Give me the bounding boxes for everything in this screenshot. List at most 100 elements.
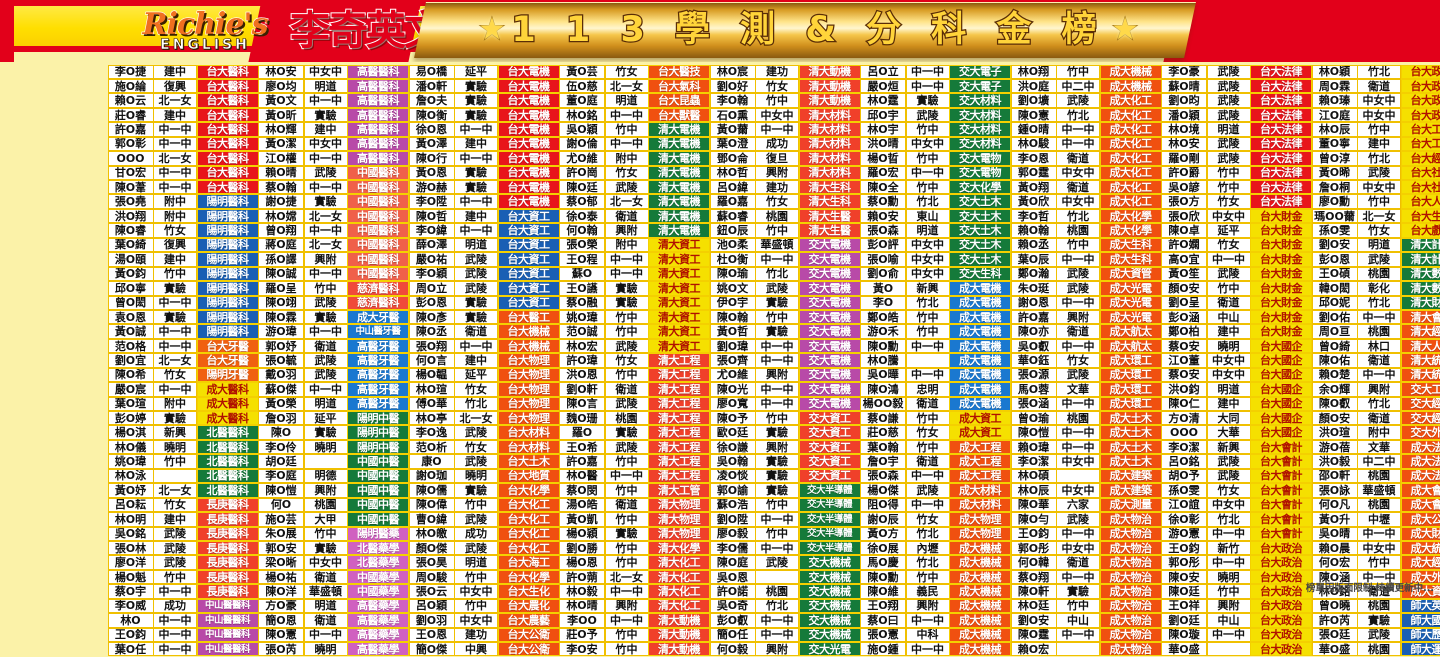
table-row: 劉O呈衛道台大財金 (1162, 296, 1313, 310)
student-school: 竹北 (755, 267, 799, 281)
student-school: 北一女 (153, 483, 197, 497)
student-school: 竹中 (1056, 599, 1100, 613)
admitted-department-badge: 台大化工 (498, 498, 560, 512)
table-row: 簡O傑中興台大公衛 (409, 643, 560, 657)
table-row: 許O芮實驗師大國文 (1312, 614, 1440, 628)
table-row: 陳O勻武陵成大物治 (1011, 513, 1162, 527)
student-school: 中一中 (1056, 122, 1100, 136)
admitted-department-badge: 交大資工 (799, 469, 861, 483)
admitted-department-badge: 交大電機 (799, 252, 861, 266)
student-school: 竹中 (906, 411, 950, 425)
student-school: 竹女 (1207, 483, 1251, 497)
student-school: 竹女 (454, 382, 498, 396)
admitted-department-badge: 交大光電 (799, 642, 861, 656)
student-name: 賴O晨 (1312, 541, 1358, 555)
student-school: 竹女 (755, 194, 799, 208)
table-row: 張O林武陵長庚醫科 (108, 541, 259, 555)
student-school: 中一中 (755, 613, 799, 627)
table-row: 郭O諭實驗交大半導體 (710, 484, 861, 498)
student-name: 張O喻 (860, 252, 906, 266)
table-row: 許O瑋竹女清大工程 (560, 354, 711, 368)
student-name: 彭O恩 (409, 296, 455, 310)
student-school: 復興 (153, 79, 197, 93)
student-name: 吳O曄 (860, 368, 906, 382)
student-school: 竹女 (1207, 194, 1251, 208)
admitted-department-badge: 台大法律 (1250, 180, 1312, 194)
honor-roll-block-9: 林O穎竹北台大政治周O霖衛道台大政治賴O瑧中女中台大政治江O庭中女中台大政治林O… (1312, 65, 1440, 657)
table-row: 陳O叡竹北交大經濟 (1312, 397, 1440, 411)
table-row: 徐O展內壢成大機械 (861, 541, 1012, 555)
table-row: 陳O瑜竹北交大電機 (710, 267, 861, 281)
admitted-department-badge: 中國醫科 (347, 209, 409, 223)
student-school: 建中 (304, 122, 348, 136)
table-row: 陳O維義民成大機械 (861, 585, 1012, 599)
admitted-department-badge: 成大物治 (1100, 570, 1162, 584)
student-school: 中一中 (454, 122, 498, 136)
table-row: 王O碩桃園清大數學 (1312, 267, 1440, 281)
admitted-department-badge: 清大化工 (648, 599, 710, 613)
student-school: 竹北 (906, 296, 950, 310)
student-school: 大同 (1207, 411, 1251, 425)
student-name: 簡O任 (710, 628, 756, 642)
admitted-department-badge: 交大電機 (799, 267, 861, 281)
student-name: 劉O安 (1011, 613, 1057, 627)
admitted-department-badge: 成大電機 (949, 310, 1011, 324)
admitted-department-badge: 清大生醫 (799, 209, 861, 223)
admitted-department-badge: 清大動機 (799, 65, 861, 79)
student-school: 中一中 (153, 613, 197, 627)
table-row: 陳O霖實驗成大牙醫 (259, 310, 410, 324)
admitted-department-badge: 交大機械 (799, 584, 861, 598)
admitted-department-badge: 成大環工 (1100, 382, 1162, 396)
student-school: 中一中 (906, 469, 950, 483)
admitted-department-badge: 成大土木 (1100, 440, 1162, 454)
student-name: 賴O瑧 (1312, 93, 1358, 107)
admitted-department-badge: 清大經濟 (1401, 324, 1440, 338)
table-row: 許O爵竹中台大法律 (1162, 166, 1313, 180)
student-name: 陳O翰 (710, 310, 756, 324)
table-row: 李O潔中女中成大土木 (1011, 455, 1162, 469)
student-school: 中一中 (153, 122, 197, 136)
student-school: 明道 (454, 238, 498, 252)
admitted-department-badge: 成大光電 (1100, 281, 1162, 295)
admitted-department-badge: 陽明牙醫 (197, 368, 259, 382)
student-name: 葉O瑄 (108, 397, 154, 411)
table-row: 劉O佑中一中清大會計 (1312, 310, 1440, 324)
table-row: 梁O晰中女中北醫藥學 (259, 556, 410, 570)
student-school: 竹女 (605, 166, 649, 180)
student-name: 顏O傑 (409, 541, 455, 555)
admitted-department-badge: 成大化工 (1100, 194, 1162, 208)
table-row: 石O熏中女中清大材料 (710, 108, 861, 122)
table-row: 馬O蓉文華成大環工 (1011, 383, 1162, 397)
admitted-department-badge: 清大動機 (648, 628, 710, 642)
admitted-department-badge: 中國藥學 (347, 584, 409, 598)
student-name: 劉O佑 (1312, 310, 1358, 324)
student-name: 陳O仁 (1161, 397, 1207, 411)
table-row: 余O輝興附交大工管 (1312, 383, 1440, 397)
student-name: 何O毅 (710, 642, 756, 656)
admitted-department-badge: 清大工程 (648, 353, 710, 367)
student-school: 興附 (755, 440, 799, 454)
table-row: 王O讌實驗清大資工 (560, 282, 711, 296)
student-school: 中一中 (304, 180, 348, 194)
admitted-department-badge: 台大財金 (1250, 238, 1312, 252)
student-name: 湯O頤 (108, 252, 154, 266)
table-row: 賴O瑋中一中成大土木 (1011, 440, 1162, 454)
student-name: 陳O廷 (1161, 584, 1207, 598)
table-row: 葉O瑄附中成大醫科 (108, 397, 259, 411)
admitted-department-badge: 台大政治 (1401, 93, 1440, 107)
table-row: 曾O曉桃園師大英語 (1312, 599, 1440, 613)
student-name: 蔡O翰 (258, 180, 304, 194)
table-row: 陳O哲建中台大資工 (409, 209, 560, 223)
table-row: 林O毅中一中清大化工 (560, 585, 711, 599)
student-name: 游O禾 (860, 324, 906, 338)
table-row: 游O蓓文華成大法律 (1312, 440, 1440, 454)
admitted-department-badge: 交大電機 (799, 296, 861, 310)
admitted-department-badge: 台大機械 (498, 339, 560, 353)
student-school: 實驗 (755, 296, 799, 310)
student-name: 黃O欣 (1011, 194, 1057, 208)
admitted-department-badge: 成大會計 (1401, 498, 1440, 512)
table-row: 郭O彤中女中成大物治 (1011, 541, 1162, 555)
student-school: 竹北 (1056, 209, 1100, 223)
student-school: 中一中 (906, 339, 950, 353)
